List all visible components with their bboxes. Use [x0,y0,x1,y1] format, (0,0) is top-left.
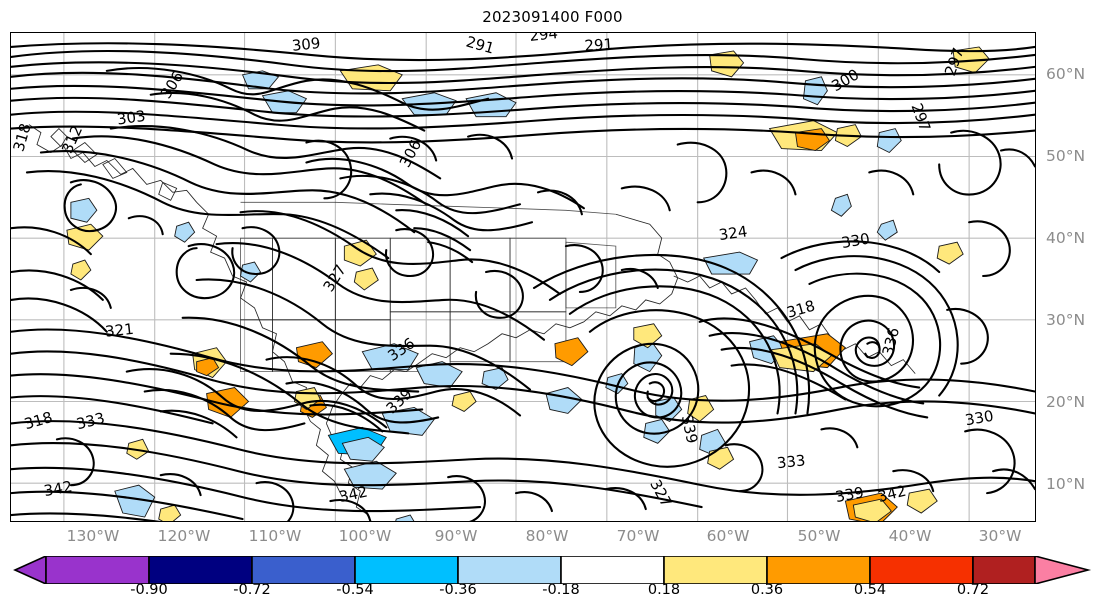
svg-text:330: 330 [840,229,871,252]
colorbar-tick-label: -0.90 [130,582,168,598]
colorbar-tick-label: 0.36 [750,582,784,598]
svg-text:342: 342 [43,477,74,500]
lat-tick-label: 40°N [1046,229,1086,247]
lon-tick-label: 130°W [66,527,120,545]
svg-text:342: 342 [337,482,369,506]
svg-text:321: 321 [104,320,134,341]
anomaly-shading-negative [70,70,902,521]
lon-tick-label: 60°W [706,527,750,545]
lon-tick-label: 90°W [434,527,478,545]
contour-lines [11,42,1035,521]
lat-tick-label: 10°N [1046,475,1086,493]
svg-text:330: 330 [964,407,995,430]
colorbar-tick-label: 0.54 [853,582,887,598]
lat-tick-label: 50°N [1046,147,1086,165]
svg-text:294: 294 [529,33,559,45]
svg-text:339: 339 [678,414,702,446]
map-panel[interactable]: 309 306 303 291 294 291 297 300 297 306 … [10,32,1036,522]
colorbar-tick-label: -0.18 [542,582,580,598]
colorbar-tick-label: 0.18 [647,582,681,598]
lon-tick-label: 100°W [338,527,392,545]
colorbar-tick-label: -0.36 [439,582,477,598]
colorbar[interactable]: -0.90 -0.72 -0.54 -0.36 -0.18 0.18 0.36 … [10,556,1095,606]
svg-text:339: 339 [834,483,865,506]
colorbar-overlay [972,556,1092,584]
lon-tick-label: 50°W [797,527,841,545]
lon-tick-label: 80°W [525,527,569,545]
svg-text:324: 324 [718,222,749,244]
colorbar-tick-label: 0.72 [956,582,990,598]
page-title: 2023091400 F000 [482,8,623,26]
colorbar-tick-label: -0.72 [233,582,271,598]
svg-text:318: 318 [11,121,35,153]
lat-tick-label: 30°N [1046,311,1086,329]
lon-tick-label: 120°W [157,527,211,545]
svg-text:333: 333 [776,451,806,472]
lat-tick-label: 60°N [1046,65,1086,83]
lon-tick-label: 30°W [978,527,1022,545]
anomaly-shading-positive [66,46,990,521]
svg-text:309: 309 [291,34,321,55]
lat-tick-label: 20°N [1046,393,1086,411]
colorbar-tick-label: -0.54 [336,582,374,598]
svg-text:303: 303 [116,107,147,129]
lon-tick-label: 40°W [888,527,932,545]
svg-text:291: 291 [584,35,614,55]
lon-tick-label: 110°W [248,527,302,545]
contour-map: 309 306 303 291 294 291 297 300 297 306 … [11,33,1035,521]
lon-tick-label: 70°W [616,527,660,545]
